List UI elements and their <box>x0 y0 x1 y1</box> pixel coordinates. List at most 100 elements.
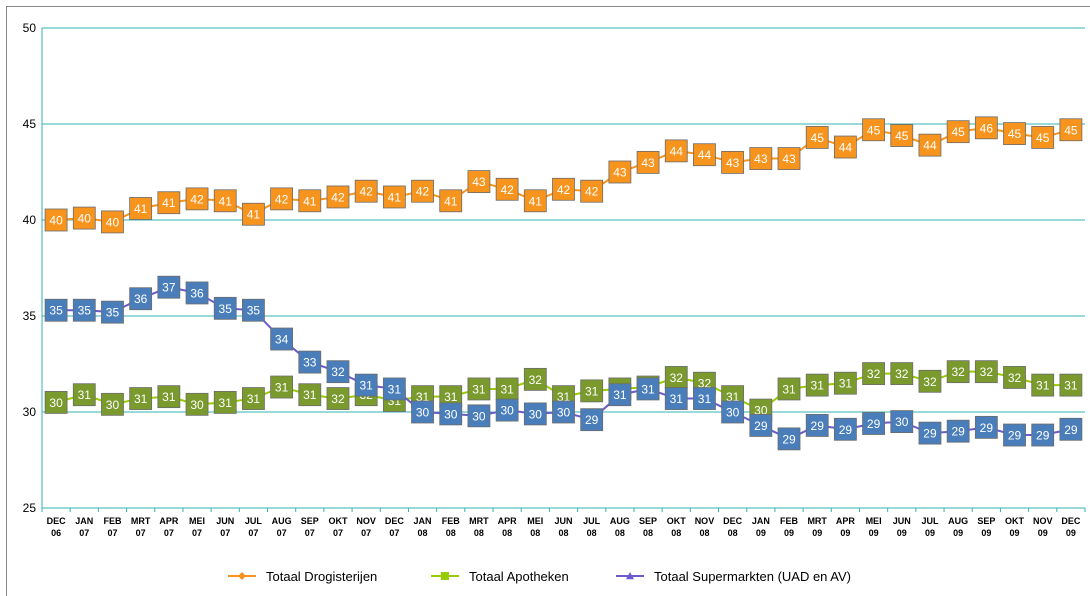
series-1-label-box <box>495 177 519 201</box>
x-tick-label-year: 09 <box>1038 528 1048 538</box>
series-1-data-label: 40 <box>49 214 63 228</box>
series-1-data-label: 45 <box>1008 127 1022 141</box>
series-3-label-box <box>242 298 265 322</box>
series-3-data-label: 29 <box>754 419 768 433</box>
series-2-data-label: 32 <box>951 365 965 379</box>
series-1-data-label: 44 <box>670 144 684 158</box>
series-1-label-box <box>580 179 604 203</box>
series-3-data-label: 31 <box>359 379 373 393</box>
series-1-label-box <box>72 206 96 230</box>
x-tick-label: OKT <box>667 516 687 526</box>
series-1-data-label: 42 <box>190 192 204 206</box>
series-2-label-box <box>467 377 491 401</box>
series-2-data-label: 31 <box>78 388 92 402</box>
series-1-data-label: 42 <box>585 185 599 199</box>
series-1-data-label: 44 <box>698 148 712 162</box>
series-1-label-box <box>242 202 265 226</box>
series-1-data-label: 43 <box>641 156 655 170</box>
x-tick-label: APR <box>159 516 179 526</box>
x-tick-label-year: 07 <box>333 528 343 538</box>
series-3-data-label: 29 <box>980 421 994 435</box>
series-1-data-label: 44 <box>923 139 937 153</box>
series-1-label-box <box>664 139 688 163</box>
series-3-data-label: 33 <box>303 356 317 370</box>
x-tick-label: AUG <box>610 516 630 526</box>
series-3-label-box <box>918 421 942 445</box>
series-3-data-label: 30 <box>500 404 514 418</box>
series-3-data-label: 29 <box>867 417 881 431</box>
series-1-data-label: 44 <box>839 141 853 155</box>
x-tick-label-year: 08 <box>615 528 625 538</box>
series-1-data-label: 42 <box>275 192 289 206</box>
x-tick-label-year: 07 <box>361 528 371 538</box>
series-3-label-box <box>523 402 547 426</box>
series-1-data-label: 45 <box>895 129 909 143</box>
series-3-data-label: 30 <box>416 406 430 420</box>
x-tick-label-year: 08 <box>587 528 597 538</box>
x-tick-label-year: 08 <box>728 528 738 538</box>
series-3-label-box <box>974 415 998 439</box>
series-2-label-box <box>918 369 942 393</box>
x-tick-label-year: 07 <box>389 528 399 538</box>
x-tick-label-year: 07 <box>248 528 258 538</box>
series-1-label-box <box>44 208 68 232</box>
series-2-data-label: 32 <box>331 392 345 406</box>
legend-item-3-label: Totaal Supermarkten (UAD en AV) <box>654 569 851 584</box>
x-tick-label-year: 07 <box>277 528 287 538</box>
series-3-data-label: 29 <box>782 432 796 446</box>
series-3-label-box <box>326 360 350 384</box>
x-tick-label-year: 09 <box>981 528 991 538</box>
series-2-label-box <box>72 383 96 407</box>
series-3-label-box <box>495 398 519 422</box>
x-tick-label: APR <box>498 516 518 526</box>
x-tick-label: OKT <box>1005 516 1025 526</box>
series-3-label-box <box>580 408 604 432</box>
series-1-label-box <box>129 197 153 220</box>
x-tick-label: OKT <box>328 516 348 526</box>
series-3-data-label: 31 <box>670 392 684 406</box>
series-1-data-label: 41 <box>247 208 261 222</box>
x-tick-label: NOV <box>356 516 376 526</box>
series-2-label-box <box>946 360 970 384</box>
series-2-label-box <box>1003 366 1026 389</box>
series-2-label-box <box>974 360 998 384</box>
series-1-data-label: 41 <box>303 194 317 208</box>
x-tick-label: JUN <box>893 516 911 526</box>
series-3-label-box <box>608 383 632 407</box>
series-2-data-label: 30 <box>106 398 120 412</box>
x-tick-label: MRT <box>469 516 489 526</box>
series-1-label-box <box>946 120 970 144</box>
series-3-data-label: 32 <box>331 365 345 379</box>
series-2-data-label: 30 <box>190 398 204 412</box>
x-tick-label: JUN <box>554 516 572 526</box>
series-1-data-label: 46 <box>980 121 994 135</box>
series-3-data-label: 35 <box>49 304 63 318</box>
series-1-label-box <box>1059 118 1083 142</box>
x-tick-label-year: 09 <box>1010 528 1020 538</box>
series-2-label-box <box>44 390 68 414</box>
series-2-data-label: 32 <box>867 367 881 381</box>
series-1-data-label: 45 <box>951 125 965 139</box>
series-2-label-box <box>805 373 829 397</box>
series-3-data-label: 30 <box>726 406 740 420</box>
series-3-data-label: 34 <box>275 333 289 347</box>
x-tick-label: JUL <box>921 516 939 526</box>
series-2-label-box <box>157 385 181 409</box>
series-1-label-box <box>833 135 857 159</box>
series-1-data-label: 41 <box>388 190 402 204</box>
x-tick-label-year: 09 <box>812 528 822 538</box>
legend-item-2-label: Totaal Apotheken <box>469 569 569 584</box>
legend-item-1-marker <box>238 572 246 580</box>
x-tick-label: MRT <box>131 516 151 526</box>
series-3-label-box <box>777 427 801 451</box>
y-axis: 25 30 35 40 45 50 <box>23 21 43 515</box>
series-1-data-label: 42 <box>331 190 345 204</box>
series-2-data-label: 31 <box>247 392 261 406</box>
series-2-data-label: 31 <box>1036 379 1050 393</box>
series-3-data-label: 31 <box>613 388 627 402</box>
x-tick-label: AUG <box>948 516 968 526</box>
series-1-data-label: 43 <box>613 166 627 180</box>
series-3-data-label: 30 <box>529 407 543 421</box>
series-1-label-box <box>552 177 575 201</box>
